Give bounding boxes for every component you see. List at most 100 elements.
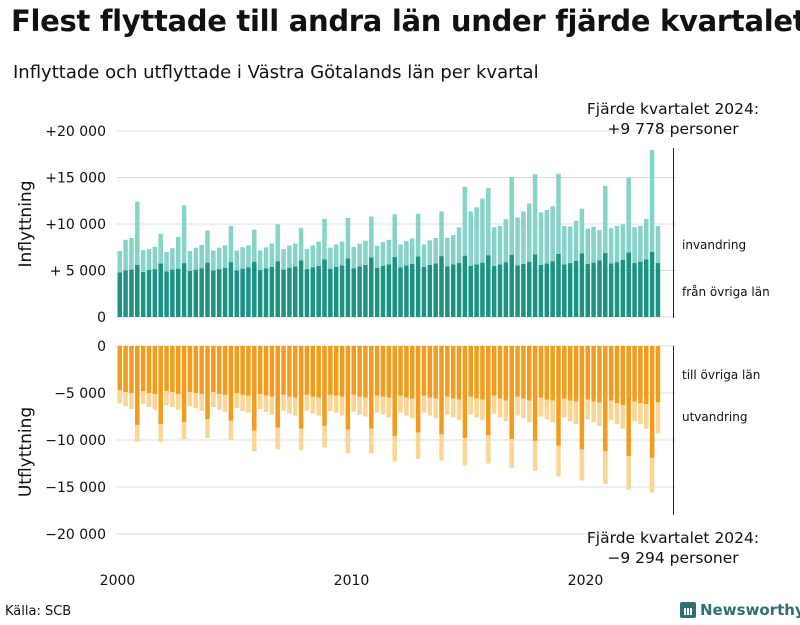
bar-fran-ovriga-lan: [632, 263, 637, 317]
bar-invandring: [503, 219, 509, 263]
bar-invandring: [515, 217, 520, 266]
bar-till-ovriga-lan: [316, 346, 321, 398]
bar-invandring: [263, 247, 269, 269]
bar-utvandring: [456, 399, 462, 421]
bar-utvandring: [608, 400, 614, 421]
bar-fran-ovriga-lan: [328, 268, 333, 317]
bar-invandring: [333, 244, 339, 267]
bar-invandring: [591, 226, 596, 263]
bar-till-ovriga-lan: [140, 346, 146, 392]
bar-till-ovriga-lan: [357, 346, 362, 397]
bar-fran-ovriga-lan: [199, 268, 204, 317]
bar-utvandring: [246, 395, 251, 413]
bar-till-ovriga-lan: [328, 346, 333, 395]
bar-utvandring: [486, 435, 491, 464]
bar-till-ovriga-lan: [298, 346, 304, 429]
bar-invandring: [439, 211, 444, 257]
bar-till-ovriga-lan: [567, 346, 573, 401]
bar-utvandring: [158, 424, 163, 442]
bar-till-ovriga-lan: [450, 346, 456, 399]
bar-invandring: [152, 246, 158, 270]
bar-fran-ovriga-lan: [129, 269, 134, 317]
bottom-annotation-line1: Fjärde kvartalet 2024:: [587, 529, 759, 547]
bar-fran-ovriga-lan: [497, 264, 503, 317]
top-panel: 0 + 5 000 +10 000 +15 000 +20 000 Inflyttnin…: [16, 100, 770, 326]
bar-fran-ovriga-lan: [369, 257, 374, 317]
bar-till-ovriga-lan: [310, 346, 316, 397]
bar-till-ovriga-lan: [117, 346, 122, 391]
bar-utvandring: [521, 398, 526, 419]
bar-till-ovriga-lan: [369, 346, 374, 429]
bar-fran-ovriga-lan: [579, 253, 585, 317]
bar-fran-ovriga-lan: [316, 265, 321, 317]
bar-fran-ovriga-lan: [246, 267, 251, 317]
bar-fran-ovriga-lan: [140, 271, 146, 317]
bar-till-ovriga-lan: [644, 346, 649, 405]
bar-fran-ovriga-lan: [158, 263, 163, 317]
bar-invandring: [544, 210, 550, 264]
bar-fran-ovriga-lan: [591, 262, 596, 317]
bar-invandring: [404, 241, 409, 266]
top-annotation-line2: +9 778 personer: [607, 120, 739, 138]
brand-name: Newsworthy: [700, 601, 800, 619]
bar-fran-ovriga-lan: [491, 265, 497, 317]
bar-till-ovriga-lan: [491, 346, 497, 396]
bar-utvandring: [439, 434, 444, 461]
x-tick-label: 2010: [334, 573, 370, 589]
bar-till-ovriga-lan: [211, 346, 216, 393]
bar-fran-ovriga-lan: [293, 266, 298, 317]
bar-till-ovriga-lan: [275, 346, 280, 428]
bar-fran-ovriga-lan: [181, 263, 187, 317]
top-y-tick-label: +15 000: [45, 171, 106, 187]
brand-logo: Newsworthy: [680, 601, 800, 619]
bar-fran-ovriga-lan: [164, 271, 169, 317]
bar-fran-ovriga-lan: [544, 263, 550, 317]
bar-till-ovriga-lan: [234, 346, 239, 393]
bar-invandring: [322, 218, 327, 260]
bar-invandring: [644, 218, 649, 260]
bar-utvandring: [398, 395, 403, 413]
bar-invandring: [269, 243, 275, 267]
bottom-y-axis-label: Utflyttning: [16, 407, 36, 497]
bar-till-ovriga-lan: [374, 346, 380, 396]
bar-utvandring: [304, 394, 310, 411]
chart-logo-icon: [680, 602, 696, 618]
bar-fran-ovriga-lan: [222, 267, 228, 317]
bar-fran-ovriga-lan: [333, 266, 339, 317]
bar-till-ovriga-lan: [532, 346, 538, 441]
bar-fran-ovriga-lan: [649, 251, 655, 317]
bar-utvandring: [328, 394, 333, 411]
bar-utvandring: [462, 438, 468, 466]
legend-label-invandring: invandring: [682, 238, 746, 252]
bar-fran-ovriga-lan: [211, 270, 216, 317]
bar-till-ovriga-lan: [585, 346, 590, 400]
bar-utvandring: [503, 400, 509, 422]
bar-fran-ovriga-lan: [176, 268, 181, 317]
bar-fran-ovriga-lan: [585, 263, 590, 317]
bar-invandring: [140, 250, 146, 272]
bar-utvandring: [392, 436, 397, 462]
bar-invandring: [211, 250, 216, 271]
bar-till-ovriga-lan: [146, 346, 152, 393]
bar-utvandring: [445, 396, 450, 415]
top-y-tick-label: +10 000: [45, 217, 106, 233]
bar-utvandring: [538, 397, 544, 417]
bar-utvandring: [450, 398, 456, 418]
bar-fran-ovriga-lan: [509, 254, 514, 317]
bar-utvandring: [339, 396, 345, 416]
bar-utvandring: [310, 396, 316, 414]
bar-invandring: [532, 174, 538, 255]
bar-fran-ovriga-lan: [445, 266, 450, 317]
bar-invandring: [304, 249, 310, 270]
bar-utvandring: [585, 399, 590, 420]
bottom-annotation-line2: −9 294 personer: [607, 549, 739, 567]
bar-till-ovriga-lan: [456, 346, 462, 400]
bar-invandring: [298, 228, 304, 261]
bar-fran-ovriga-lan: [339, 265, 345, 317]
bar-utvandring: [497, 398, 503, 418]
bar-till-ovriga-lan: [655, 346, 661, 403]
bar-till-ovriga-lan: [293, 346, 298, 398]
bar-fran-ovriga-lan: [603, 252, 608, 317]
bar-utvandring: [480, 399, 485, 421]
bar-utvandring: [123, 392, 128, 407]
